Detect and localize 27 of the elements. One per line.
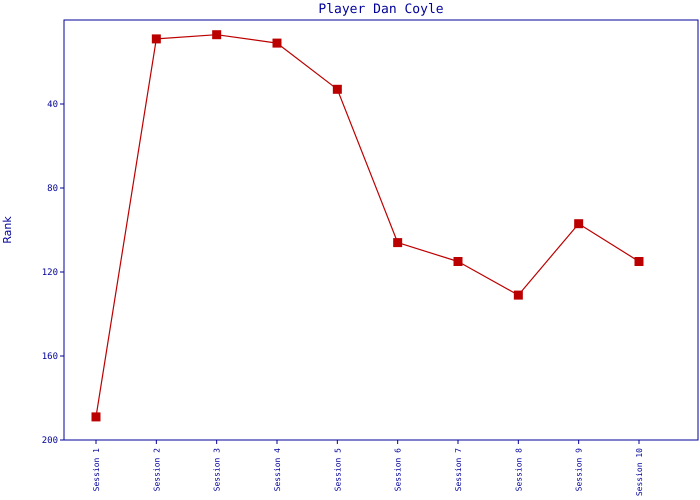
point (152, 34, 161, 44)
x-tick-label: Session 6 (394, 448, 403, 492)
y-tick-label: 120 (42, 268, 58, 278)
point (514, 290, 523, 300)
x-tick-label: Session 3 (212, 448, 222, 492)
x-tick-label: Session 9 (574, 448, 584, 492)
point (454, 257, 462, 266)
y-tick-label: 200 (42, 436, 58, 446)
y-axis-title: Rank (1, 216, 14, 244)
point (574, 219, 584, 228)
x-tick-label: Session 10 (635, 448, 644, 496)
point (332, 84, 342, 94)
y-tick-label: 40 (47, 100, 58, 110)
x-tick-label: Session 1 (92, 448, 101, 492)
x-tick-label: Session 7 (454, 448, 463, 492)
x-tick-label: Session 4 (273, 448, 282, 492)
point (212, 30, 222, 40)
y-tick-label: 80 (47, 184, 58, 194)
point (92, 412, 100, 422)
chart-title: Player Dan Coyle (318, 2, 444, 17)
point (634, 257, 644, 266)
x-tick-label: Session 5 (333, 448, 342, 492)
point (393, 238, 402, 248)
point (272, 38, 282, 48)
y-tick-label: 160 (42, 352, 58, 362)
x-tick-label: Session 8 (514, 448, 524, 492)
x-tick-label: Session 2 (152, 448, 162, 492)
